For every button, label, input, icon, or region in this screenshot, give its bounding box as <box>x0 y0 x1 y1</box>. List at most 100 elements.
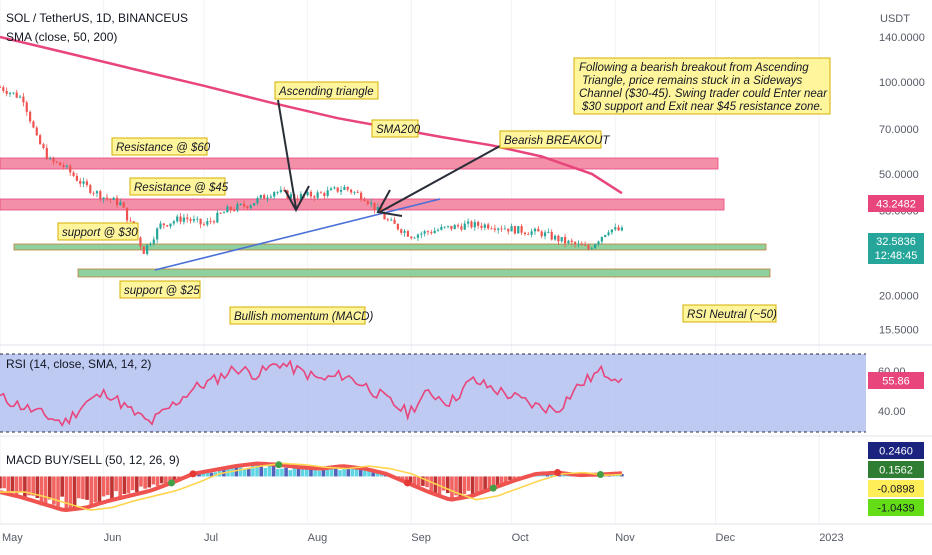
candle-body <box>176 216 179 222</box>
candle-body <box>470 221 473 228</box>
macd-bar <box>470 476 475 496</box>
macd-bar <box>321 468 326 477</box>
macd-bar <box>371 472 375 477</box>
macd-bar <box>213 472 218 477</box>
macd-bar <box>263 467 268 477</box>
candle-body <box>480 225 483 228</box>
macd-bar <box>512 476 516 480</box>
candle-body <box>316 192 319 198</box>
candle-body <box>406 231 410 237</box>
macd-bar <box>504 476 508 485</box>
candle-body <box>139 237 142 247</box>
candle-body <box>373 202 376 211</box>
macd-cross-dot <box>596 470 604 478</box>
note-box: Following a bearish breakout from Ascend… <box>573 57 831 115</box>
macd-bar <box>358 468 363 477</box>
candle-body <box>306 191 309 196</box>
candle-body <box>212 221 216 223</box>
candle-body <box>129 220 132 222</box>
candle-body <box>222 212 226 214</box>
svg-text:Resistance @ $45: Resistance @ $45 <box>134 182 229 194</box>
candle-body <box>430 232 433 234</box>
candle-body <box>226 206 229 213</box>
candle-body <box>584 245 587 246</box>
candle-body <box>92 192 95 194</box>
price-tick-label: 20.0000 <box>879 291 919 303</box>
macd-bar <box>27 476 31 496</box>
candle-body <box>52 158 55 162</box>
macd-bar <box>155 476 160 487</box>
candle-body <box>8 92 12 94</box>
candle-body <box>423 231 426 234</box>
price-timer-text: 12:48:45 <box>875 250 918 262</box>
candle-body <box>216 212 219 223</box>
candle-body <box>109 198 112 200</box>
rsi-line <box>0 359 623 428</box>
candle-body <box>356 191 359 193</box>
candle-body <box>192 219 196 221</box>
candle-body <box>620 227 624 231</box>
macd-bar <box>164 476 168 486</box>
macd-bar <box>217 468 222 477</box>
macd-bar <box>251 463 255 477</box>
candle-body <box>35 127 38 136</box>
sma-indicator-label: SMA (close, 50, 200) <box>6 30 117 44</box>
candle-body <box>206 221 209 225</box>
label-resistance-60: Resistance @ $60 <box>111 137 211 156</box>
candle-body <box>18 96 22 98</box>
candle-body <box>530 231 533 235</box>
macd-bar <box>209 472 214 477</box>
candle-body <box>553 235 557 240</box>
currency-label: USDT <box>880 13 910 25</box>
candle-body <box>339 189 343 192</box>
macd-bar <box>97 476 102 504</box>
price-tick-label: 50.0000 <box>879 169 919 181</box>
candle-body <box>557 235 560 242</box>
macd-badge-4 <box>868 499 924 516</box>
candle-body <box>229 206 232 211</box>
candle-body <box>523 232 527 235</box>
macd-bar <box>462 476 467 495</box>
candle-body <box>259 194 262 199</box>
candle-body <box>540 231 543 237</box>
macd-bar <box>81 476 85 500</box>
macd-bar <box>118 476 123 498</box>
support-30-zone <box>13 243 767 251</box>
macd-bar <box>205 471 210 477</box>
candle-body <box>42 144 45 148</box>
macd-bar <box>334 466 338 477</box>
candle-body <box>309 191 313 197</box>
symbol-title: SOL / TetherUS, 1D, BINANCEUS <box>6 11 188 25</box>
macd-bar <box>246 467 251 477</box>
macd-bar <box>68 476 73 509</box>
candle-body <box>513 226 517 234</box>
macd-bar <box>176 476 181 479</box>
candle-body <box>59 162 62 166</box>
candle-body <box>436 229 440 231</box>
candle-body <box>273 192 276 197</box>
label-bearish-breakout: Bearish BREAKOUT <box>499 130 610 149</box>
candle-body <box>25 102 28 112</box>
candle-body <box>527 234 530 235</box>
candle-body <box>99 191 102 200</box>
macd-bar <box>10 476 15 492</box>
candle-body <box>563 237 567 244</box>
macd-bar <box>466 476 471 491</box>
macd-bar <box>429 476 433 493</box>
rsi-value-badge <box>868 372 924 389</box>
candle-body <box>269 196 272 198</box>
label-support-30: support @ $30 <box>57 222 139 241</box>
ascending-triangle-arrow <box>277 99 310 213</box>
svg-text:SMA200: SMA200 <box>376 124 421 136</box>
macd-bar <box>483 476 487 491</box>
macd-bar <box>23 476 27 501</box>
candle-body <box>614 227 617 230</box>
macd-label: MACD BUY/SELL (50, 12, 26, 9) <box>6 453 180 467</box>
macd-bar <box>421 476 425 486</box>
candle-body <box>500 228 503 230</box>
candle-body <box>79 180 82 184</box>
macd-bar <box>487 476 492 489</box>
macd-bar <box>135 476 139 492</box>
candle-body <box>152 239 155 244</box>
macd-bar <box>110 476 114 500</box>
